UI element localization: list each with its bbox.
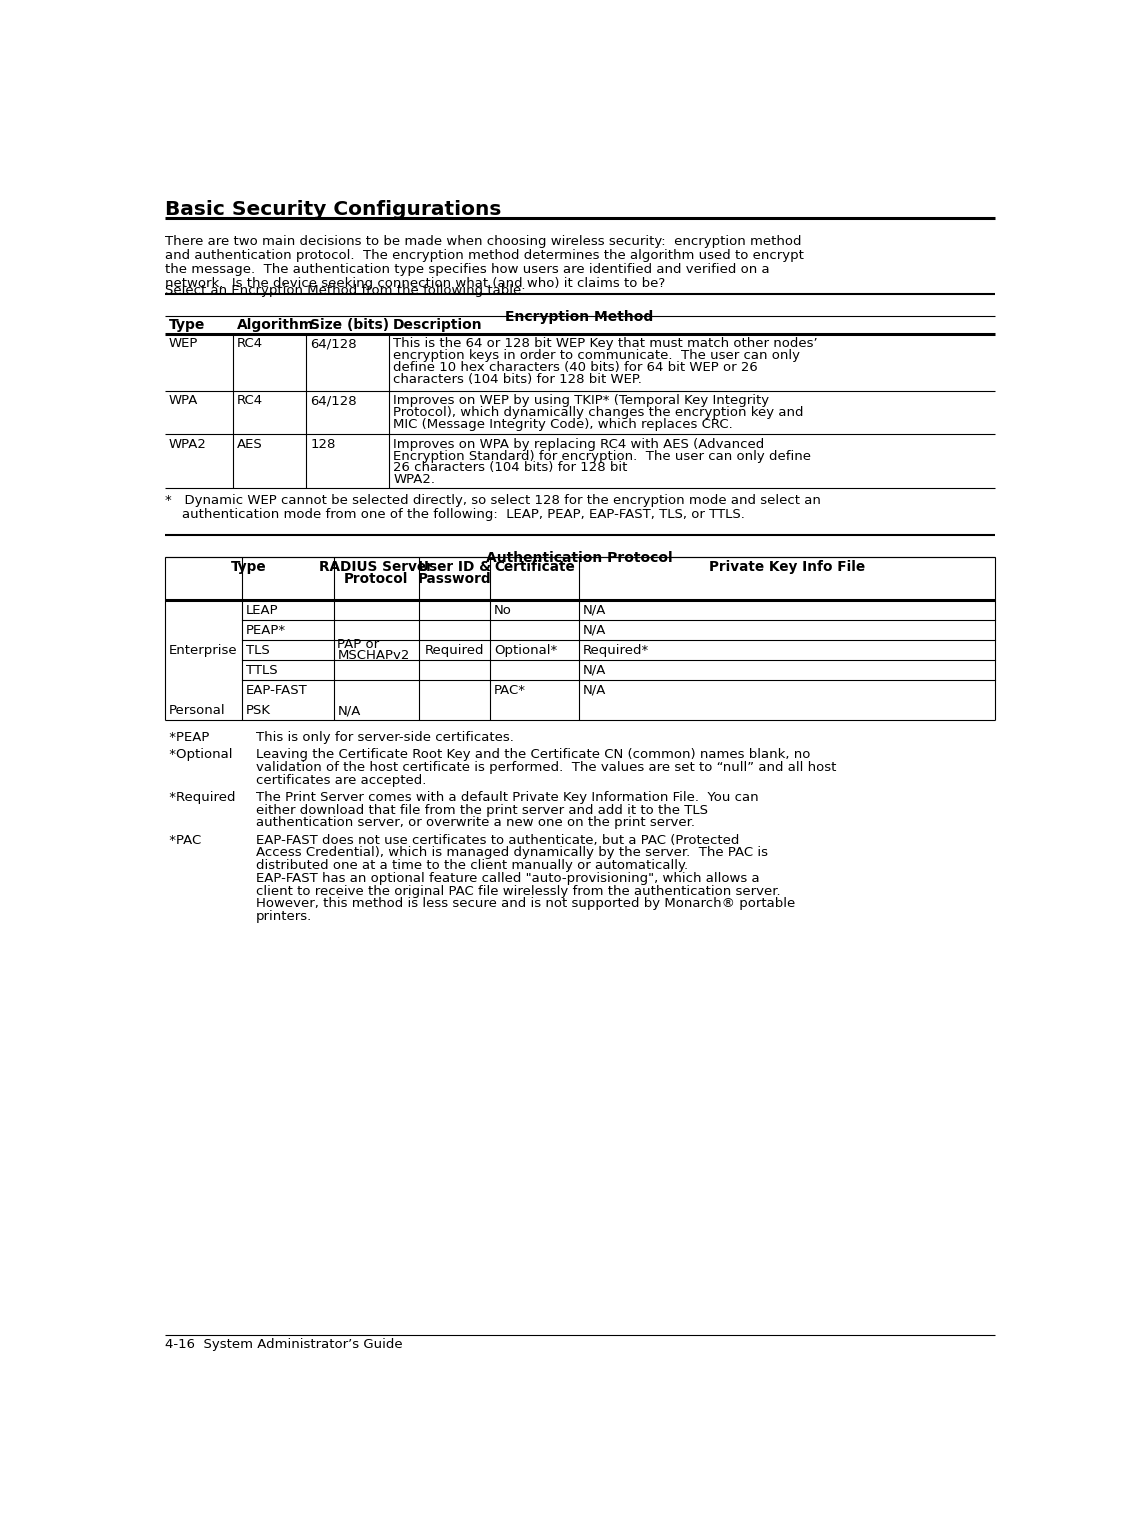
Text: No: No (494, 604, 512, 616)
Text: Required*: Required* (584, 644, 649, 657)
Text: MIC (Message Integrity Code), which replaces CRC.: MIC (Message Integrity Code), which repl… (394, 419, 733, 431)
Text: Protocol), which dynamically changes the encryption key and: Protocol), which dynamically changes the… (394, 407, 804, 419)
Text: However, this method is less secure and is not supported by Monarch® portable: However, this method is less secure and … (256, 898, 795, 910)
Text: *Optional: *Optional (165, 748, 232, 761)
Text: RADIUS Server: RADIUS Server (319, 560, 433, 573)
Text: 128: 128 (310, 437, 336, 451)
Text: N/A: N/A (584, 604, 606, 616)
Text: User ID &: User ID & (418, 560, 491, 573)
Text: *Required: *Required (165, 790, 235, 804)
Text: RC4: RC4 (236, 338, 262, 350)
Text: characters (104 bits) for 128 bit WEP.: characters (104 bits) for 128 bit WEP. (394, 373, 642, 387)
Text: define 10 hex characters (40 bits) for 64 bit WEP or 26: define 10 hex characters (40 bits) for 6… (394, 361, 758, 375)
Text: TLS: TLS (247, 644, 270, 657)
Text: WPA: WPA (169, 394, 198, 407)
Text: *PEAP: *PEAP (165, 731, 209, 745)
Text: the message.  The authentication type specifies how users are identified and ver: the message. The authentication type spe… (165, 263, 769, 277)
Text: Protocol: Protocol (344, 572, 408, 586)
Text: Basic Security Configurations: Basic Security Configurations (165, 200, 501, 219)
Text: Encryption Standard) for encryption.  The user can only define: Encryption Standard) for encryption. The… (394, 450, 811, 462)
Text: *   Dynamic WEP cannot be selected directly, so select 128 for the encryption mo: * Dynamic WEP cannot be selected directl… (165, 494, 820, 506)
Text: N/A: N/A (584, 664, 606, 677)
Text: Authentication Protocol: Authentication Protocol (486, 550, 673, 564)
Text: Type: Type (169, 318, 205, 332)
Text: PAC*: PAC* (494, 683, 526, 697)
Text: Private Key Info File: Private Key Info File (709, 560, 865, 573)
Text: and authentication protocol.  The encryption method determines the algorithm use: and authentication protocol. The encrypt… (165, 249, 803, 261)
Text: printers.: printers. (256, 910, 312, 924)
Text: This is only for server-side certificates.: This is only for server-side certificate… (256, 731, 513, 745)
Text: There are two main decisions to be made when choosing wireless security:  encryp: There are two main decisions to be made … (165, 234, 801, 248)
Text: N/A: N/A (584, 683, 606, 697)
Text: Select an Encryption Method from the following table:: Select an Encryption Method from the fol… (165, 283, 525, 297)
Text: Leaving the Certificate Root Key and the Certificate CN (common) names blank, no: Leaving the Certificate Root Key and the… (256, 748, 811, 761)
Text: The Print Server comes with a default Private Key Information File.  You can: The Print Server comes with a default Pr… (256, 790, 759, 804)
Text: Improves on WPA by replacing RC4 with AES (Advanced: Improves on WPA by replacing RC4 with AE… (394, 437, 765, 451)
Text: WPA2.: WPA2. (394, 474, 435, 486)
Text: RC4: RC4 (236, 394, 262, 407)
Text: EAP-FAST has an optional feature called "auto-provisioning", which allows a: EAP-FAST has an optional feature called … (256, 872, 760, 885)
Text: Enterprise: Enterprise (169, 644, 238, 656)
Text: Access Credential), which is managed dynamically by the server.  The PAC is: Access Credential), which is managed dyn… (256, 847, 768, 859)
Text: certificates are accepted.: certificates are accepted. (256, 774, 426, 787)
Text: N/A: N/A (584, 624, 606, 638)
Text: EAP-FAST does not use certificates to authenticate, but a PAC (Protected: EAP-FAST does not use certificates to au… (256, 833, 740, 847)
Text: 26 characters (104 bits) for 128 bit: 26 characters (104 bits) for 128 bit (394, 462, 628, 474)
Text: This is the 64 or 128 bit WEP Key that must match other nodes’: This is the 64 or 128 bit WEP Key that m… (394, 338, 818, 350)
Text: LEAP: LEAP (247, 604, 278, 616)
Text: PSK: PSK (247, 703, 271, 717)
Text: either download that file from the print server and add it to the TLS: either download that file from the print… (256, 804, 708, 816)
Text: authentication server, or overwrite a new one on the print server.: authentication server, or overwrite a ne… (256, 816, 696, 829)
Text: Certificate: Certificate (494, 560, 575, 573)
Text: EAP-FAST: EAP-FAST (247, 683, 308, 697)
Text: Algorithm: Algorithm (236, 318, 314, 332)
Text: 4-16  System Administrator’s Guide: 4-16 System Administrator’s Guide (165, 1338, 403, 1350)
Text: 64/128: 64/128 (310, 338, 357, 350)
Text: Improves on WEP by using TKIP* (Temporal Key Integrity: Improves on WEP by using TKIP* (Temporal… (394, 394, 769, 407)
Text: WPA2: WPA2 (169, 437, 206, 451)
Text: Required: Required (425, 644, 484, 656)
Text: authentication mode from one of the following:  LEAP, PEAP, EAP-FAST, TLS, or TT: authentication mode from one of the foll… (165, 508, 744, 521)
Text: Optional*: Optional* (494, 644, 558, 656)
Text: PEAP*: PEAP* (247, 624, 286, 638)
Text: AES: AES (236, 437, 262, 451)
Text: PAP or: PAP or (337, 638, 380, 651)
Text: WEP: WEP (169, 338, 198, 350)
Text: *PAC: *PAC (165, 833, 201, 847)
Text: N/A: N/A (337, 703, 361, 717)
Text: validation of the host certificate is performed.  The values are set to “null” a: validation of the host certificate is pe… (256, 761, 837, 774)
Text: client to receive the original PAC file wirelessly from the authentication serve: client to receive the original PAC file … (256, 885, 780, 898)
Text: distributed one at a time to the client manually or automatically.: distributed one at a time to the client … (256, 859, 688, 872)
Text: Description: Description (394, 318, 483, 332)
Text: TTLS: TTLS (247, 664, 277, 677)
Text: Type: Type (231, 560, 267, 573)
Text: Size (bits): Size (bits) (310, 318, 389, 332)
Text: network.  Is the device seeking connection what (and who) it claims to be?: network. Is the device seeking connectio… (165, 277, 665, 291)
Text: Encryption Method: Encryption Method (506, 310, 654, 324)
Text: Personal: Personal (169, 703, 225, 717)
Text: Password: Password (417, 572, 491, 586)
Text: MSCHAPv2: MSCHAPv2 (337, 648, 409, 662)
Text: 64/128: 64/128 (310, 394, 357, 407)
Text: encryption keys in order to communicate.  The user can only: encryption keys in order to communicate.… (394, 350, 801, 362)
